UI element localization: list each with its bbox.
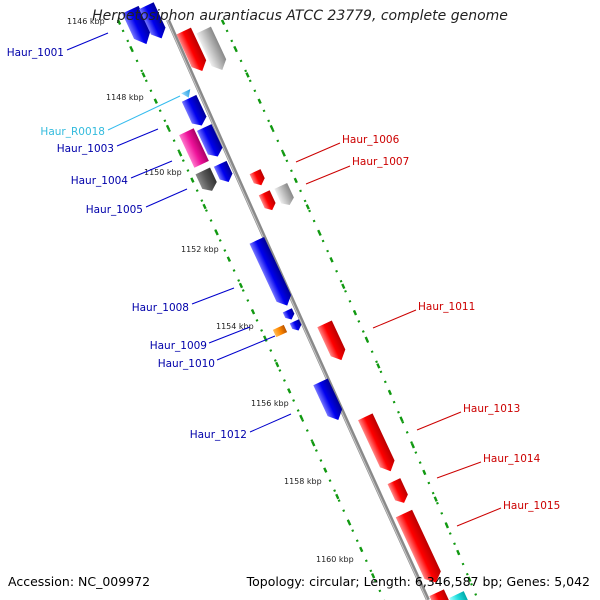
leader-haur-1013 (416, 411, 462, 431)
leader-haur-1008 (191, 287, 235, 305)
gene-haur-1011[interactable] (317, 320, 348, 363)
leader-haur-1009 (208, 326, 251, 344)
ncrna-gene-labels: Haur_R0018 (40, 126, 105, 138)
gene-haur-1013[interactable] (358, 413, 398, 474)
topology-text: Topology: circular; Length: 6,346,587 bp… (246, 574, 590, 589)
gene-haur-1010-trna[interactable] (272, 324, 288, 338)
position-marker-1146: 1146 kbp (67, 17, 105, 26)
leader-haur-1001 (66, 32, 109, 51)
position-marker-1152: 1152 kbp (181, 245, 219, 254)
label-haur-1003[interactable]: Haur_1003 (57, 143, 114, 155)
leader-haur-1010 (216, 335, 276, 361)
leader-haur-1003 (116, 128, 159, 147)
reverse-strand-genes (122, 2, 345, 423)
leader-haur-1011 (372, 309, 417, 329)
leader-haur-1006 (295, 142, 341, 163)
leader-haur-1015 (456, 507, 502, 527)
reverse-gene-labels: Haur_1001 Haur_1003 Haur_1004 Haur_1005 … (7, 47, 247, 441)
gene-haur-1002-pseudo[interactable] (196, 26, 229, 74)
gene-haur-1008[interactable] (249, 236, 295, 309)
position-marker-1150: 1150 kbp (144, 168, 182, 177)
position-markers: 1146 kbp 1148 kbp 1150 kbp 1152 kbp 1154… (67, 17, 354, 564)
leader-haur-1012 (249, 413, 292, 433)
gene-haur-1007-a[interactable] (258, 190, 278, 212)
position-marker-1160: 1160 kbp (316, 555, 354, 564)
label-haur-1008[interactable]: Haur_1008 (132, 302, 189, 314)
label-haur-1004[interactable]: Haur_1004 (71, 175, 129, 187)
gene-haur-1003[interactable] (196, 124, 225, 160)
gene-haur-1004[interactable] (213, 160, 235, 185)
label-haur-1012[interactable]: Haur_1012 (190, 429, 247, 441)
genome-backbone (166, 19, 430, 600)
gene-haur-1005-pseudo[interactable] (195, 167, 220, 195)
label-haur-r0018[interactable]: Haur_R0018 (40, 126, 105, 138)
gene-haur-1006[interactable] (249, 169, 267, 188)
leader-haur-1014 (436, 461, 482, 479)
leader-haur-1004 (130, 160, 173, 179)
gene-bottom-cyan[interactable] (449, 591, 469, 600)
gene-haur-1001[interactable] (122, 5, 154, 48)
outer-left-dot-track (117, 19, 386, 600)
gene-haur-1003-a[interactable] (181, 94, 209, 129)
gene-bottom-red[interactable] (429, 589, 451, 600)
genome-title: Herpetosiphon aurantiacus ATCC 23779, co… (92, 8, 508, 24)
accession-text: Accession: NC_009972 (8, 574, 151, 589)
label-haur-1010[interactable]: Haur_1010 (158, 358, 215, 370)
gene-haur-1002[interactable] (176, 27, 209, 75)
gene-haur-1009[interactable] (289, 319, 303, 332)
label-haur-1014[interactable]: Haur_1014 (483, 453, 541, 465)
label-leader-lines (66, 32, 502, 527)
label-haur-1011[interactable]: Haur_1011 (418, 301, 475, 313)
label-haur-1007[interactable]: Haur_1007 (352, 156, 409, 168)
leader-haur-1005 (145, 188, 188, 208)
position-marker-1158: 1158 kbp (284, 477, 322, 486)
label-haur-1006[interactable]: Haur_1006 (342, 134, 400, 146)
forward-gene-labels: Haur_1006 Haur_1007 Haur_1011 Haur_1013 … (342, 134, 560, 512)
gene-haur-1012[interactable] (313, 378, 345, 423)
label-haur-1005[interactable]: Haur_1005 (86, 204, 143, 216)
gene-haur-1009-a[interactable] (282, 308, 296, 321)
gene-haur-1001-partner[interactable] (139, 2, 169, 41)
leader-haur-r0018 (107, 95, 181, 131)
label-haur-1001[interactable]: Haur_1001 (7, 47, 64, 59)
reference-track-dots (117, 19, 480, 600)
label-haur-1015[interactable]: Haur_1015 (503, 500, 560, 512)
gene-haur-1007[interactable] (274, 182, 296, 208)
label-haur-1013[interactable]: Haur_1013 (463, 403, 520, 415)
gene-haur-r0018[interactable] (181, 89, 193, 100)
gene-rrna-pink[interactable] (179, 128, 209, 168)
position-marker-1154: 1154 kbp (216, 322, 254, 331)
position-marker-1148: 1148 kbp (106, 93, 144, 102)
label-haur-1009[interactable]: Haur_1009 (150, 340, 207, 352)
gene-haur-1014[interactable] (387, 478, 411, 506)
position-marker-1156: 1156 kbp (251, 399, 289, 408)
gene-haur-1015[interactable] (395, 509, 444, 586)
forward-strand-genes (176, 26, 469, 600)
leader-haur-1007 (305, 165, 351, 185)
genome-backbone-highlight (166, 19, 428, 600)
